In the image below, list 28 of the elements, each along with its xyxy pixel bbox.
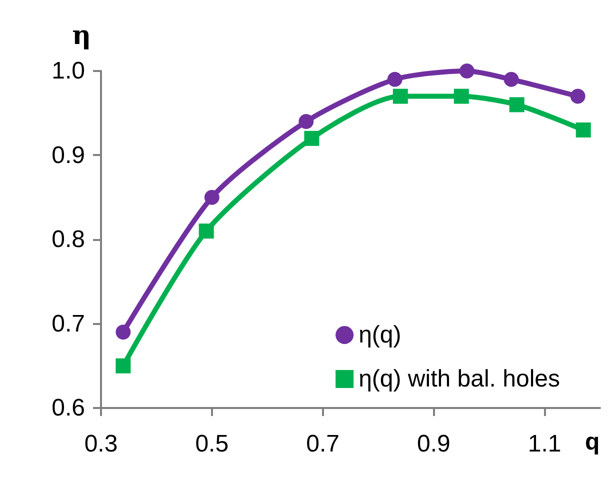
- y-tick-label: 0.9: [52, 142, 85, 169]
- x-tick-label: 1.1: [528, 430, 562, 458]
- x-tick-label: 0.3: [84, 430, 118, 458]
- legend-label: η(q): [358, 322, 402, 348]
- y-tick-label: 0.8: [52, 226, 85, 253]
- point: [392, 88, 408, 104]
- point: [116, 324, 131, 340]
- x-tick-label: 0.9: [416, 430, 450, 458]
- x-tick-label: 0.5: [195, 430, 229, 458]
- point: [459, 64, 474, 78]
- legend-label: η(q) with bal. holes: [358, 366, 560, 392]
- x-tick-label: 0.7: [306, 430, 340, 458]
- point: [298, 114, 314, 130]
- x-axis-title: q: [585, 428, 600, 456]
- point: [509, 97, 524, 112]
- y-tick-label: 0.6: [52, 394, 85, 422]
- point: [204, 190, 220, 205]
- point: [576, 122, 591, 138]
- point: [304, 130, 320, 146]
- point: [387, 72, 402, 87]
- point: [198, 224, 214, 239]
- point: [454, 88, 469, 104]
- y-tick-label: 0.7: [52, 310, 85, 338]
- point: [116, 358, 131, 374]
- y-axis-title: η: [72, 21, 91, 51]
- y-tick-label: 1.0: [52, 58, 85, 84]
- point: [504, 72, 519, 87]
- point: [570, 88, 586, 104]
